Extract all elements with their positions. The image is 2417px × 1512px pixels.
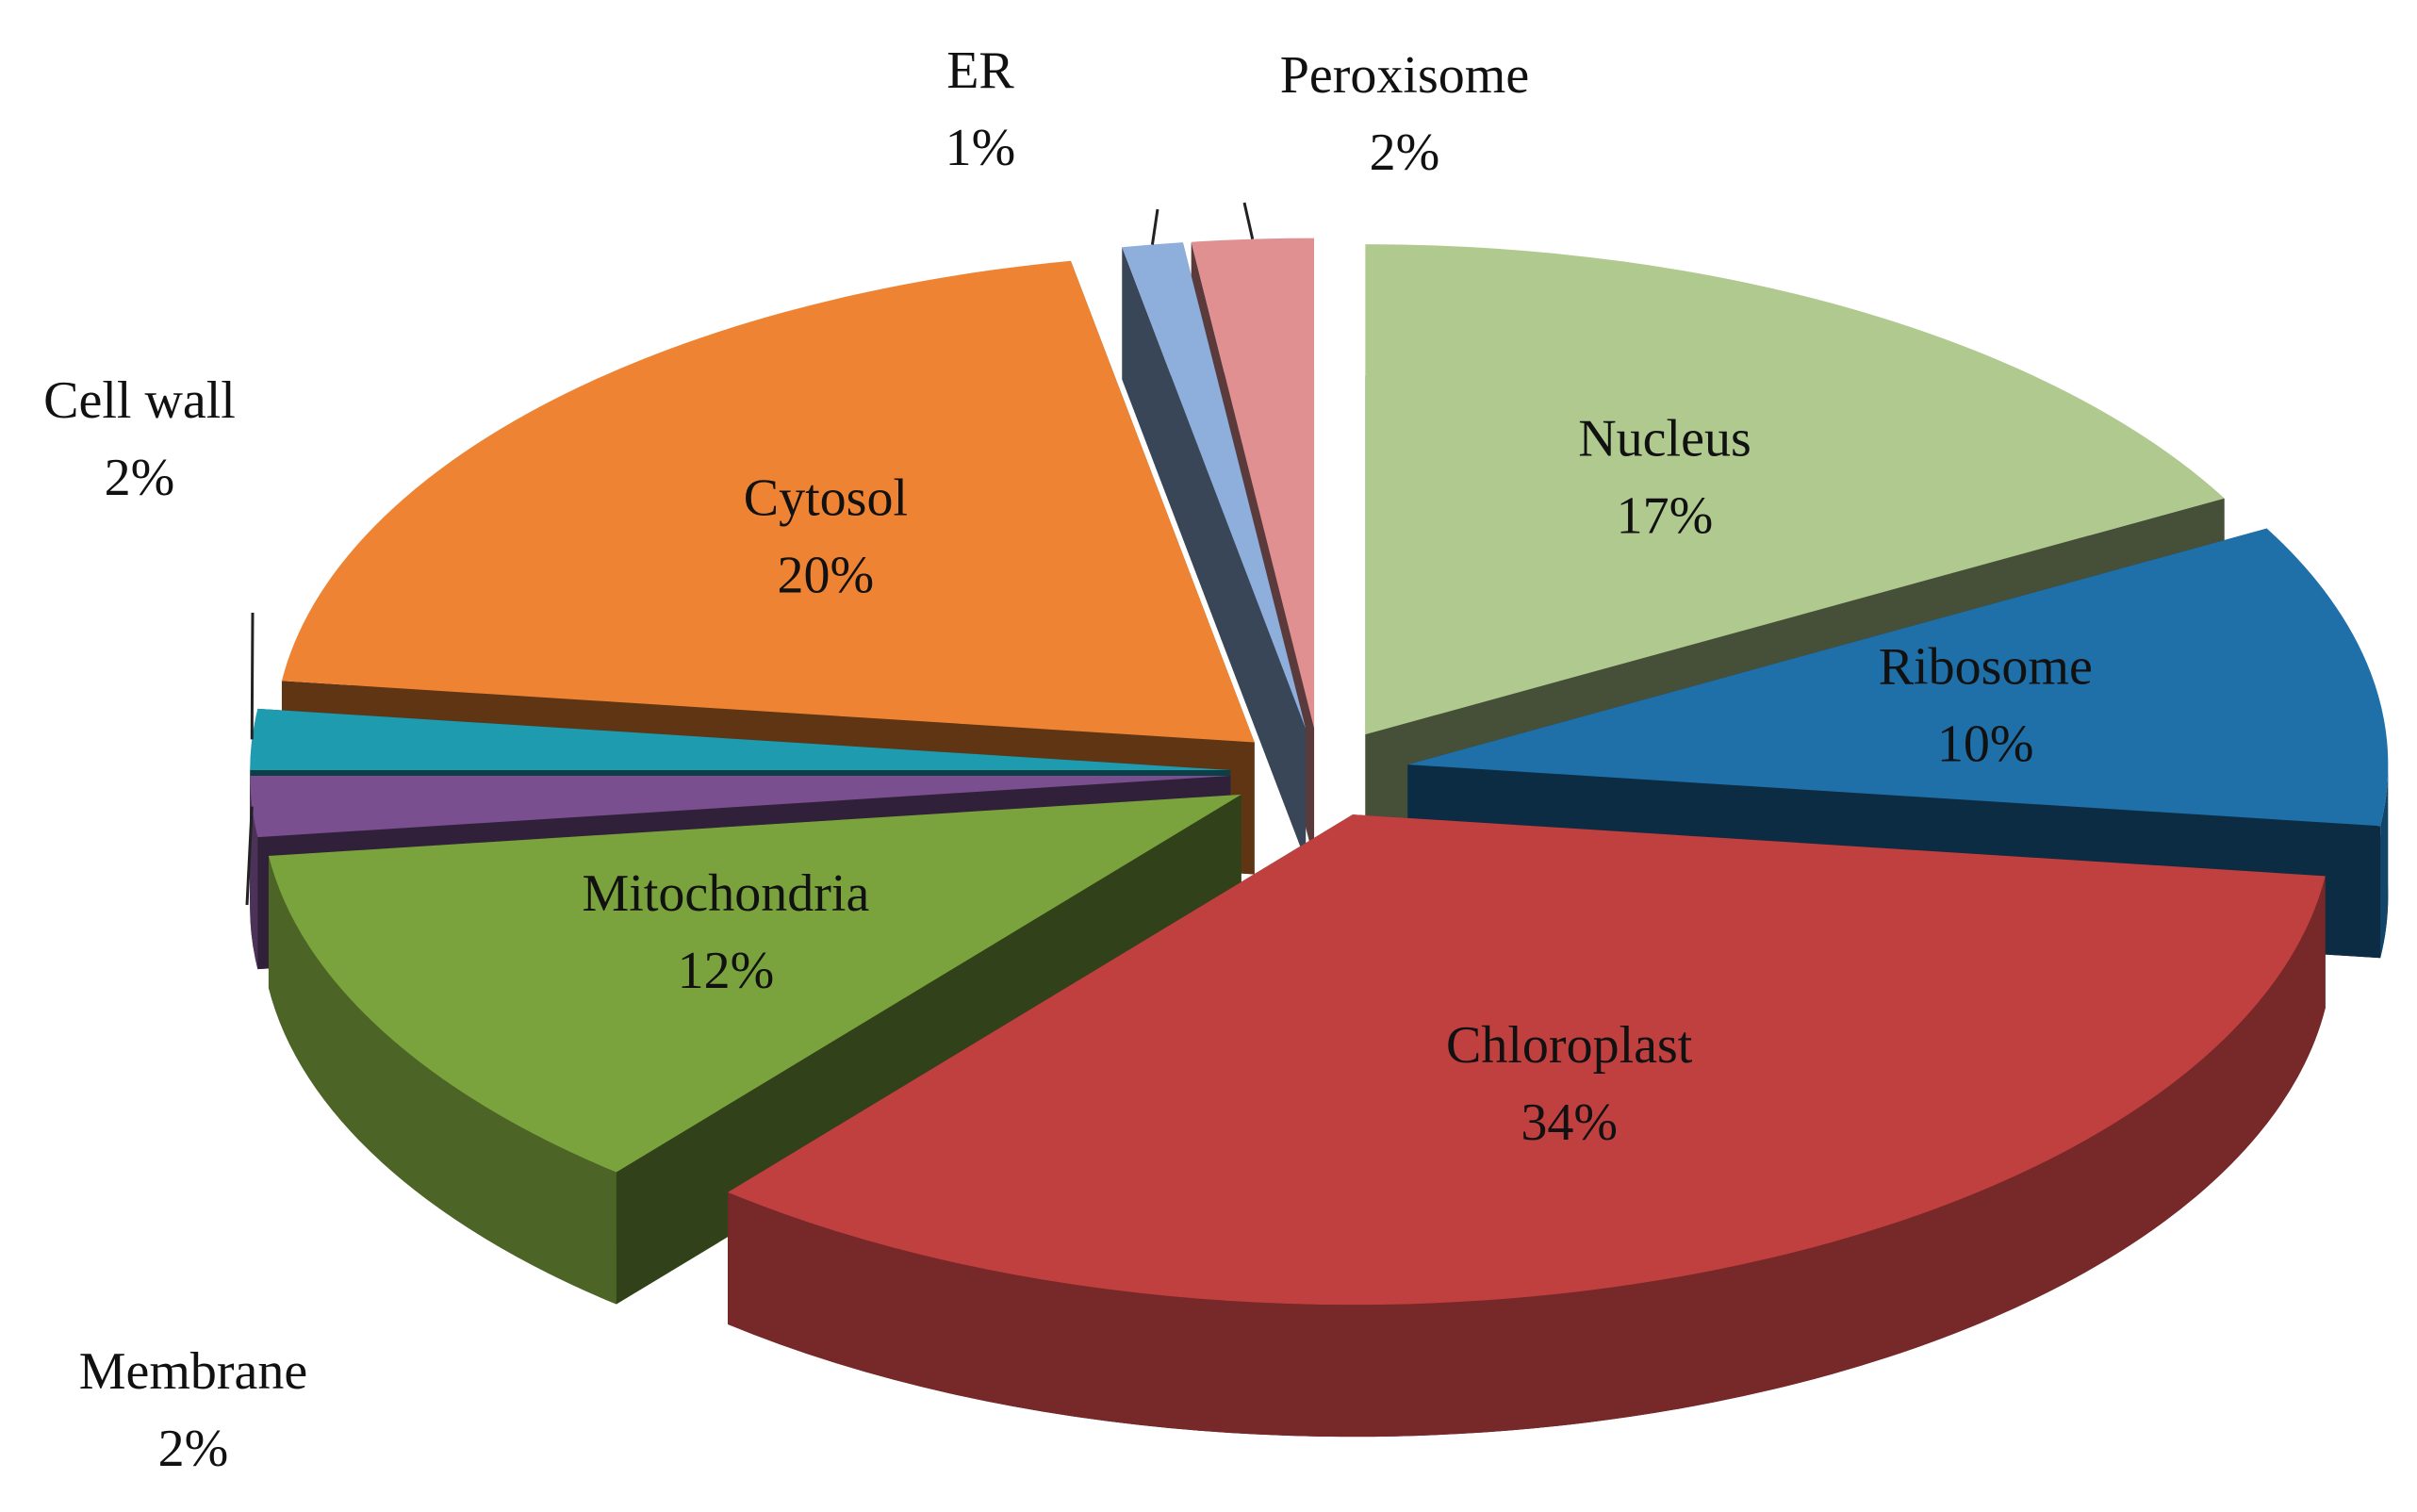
slice bbox=[250, 775, 1231, 838]
slice bbox=[1407, 528, 2389, 827]
leader-line bbox=[250, 612, 255, 740]
category-label: Cell wall bbox=[43, 371, 236, 430]
value-label: 20% bbox=[778, 547, 875, 605]
slice-rim bbox=[268, 856, 617, 1305]
value-label: 17% bbox=[1617, 486, 1714, 545]
value-label: 1% bbox=[945, 119, 1016, 177]
category-label: ER bbox=[946, 41, 1014, 100]
value-label: 2% bbox=[158, 1420, 229, 1478]
slice bbox=[281, 260, 1255, 743]
slice-side bbox=[1122, 247, 1307, 862]
leader-line bbox=[1150, 208, 1159, 245]
value-label: 12% bbox=[678, 942, 775, 1000]
slice bbox=[1191, 238, 1315, 729]
category-label: Ribosome bbox=[1879, 637, 2093, 696]
slice bbox=[1365, 244, 2225, 735]
category-label: Mitochondria bbox=[583, 864, 870, 923]
category-label: Cytosol bbox=[744, 469, 908, 528]
value-label: 34% bbox=[1521, 1093, 1618, 1152]
leader-line bbox=[1242, 202, 1255, 239]
category-label: Nucleus bbox=[1578, 409, 1751, 468]
category-label: Chloroplast bbox=[1446, 1016, 1693, 1075]
slice-rim bbox=[2380, 764, 2389, 959]
value-label: 2% bbox=[1370, 123, 1440, 182]
slice-rim bbox=[728, 876, 2326, 1438]
value-label: 2% bbox=[105, 449, 175, 507]
slice bbox=[1122, 242, 1307, 730]
category-label: Peroxisome bbox=[1280, 46, 1529, 105]
slice bbox=[728, 814, 2326, 1306]
leader-line bbox=[245, 806, 254, 906]
value-label: 10% bbox=[1937, 715, 2034, 773]
slice bbox=[250, 708, 1231, 771]
slice bbox=[268, 794, 1241, 1173]
category-label: Membrane bbox=[79, 1342, 308, 1401]
